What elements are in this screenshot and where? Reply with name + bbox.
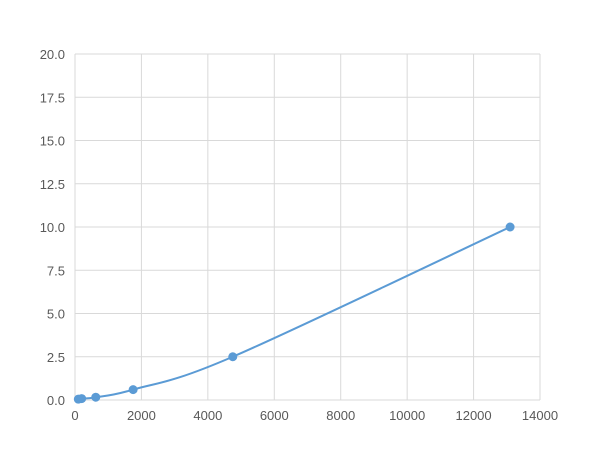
y-tick-label: 7.5 [47, 263, 65, 278]
y-tick-label: 15.0 [40, 134, 65, 149]
series [73, 222, 515, 404]
data-point [505, 222, 515, 232]
y-tick-label: 17.5 [40, 90, 65, 105]
data-point [228, 352, 238, 362]
y-tick-label: 20.0 [40, 47, 65, 62]
x-tick-label: 12000 [455, 408, 491, 423]
y-axis-ticks: 0.0 2.5 5.0 7.5 10.0 12.5 15.0 17.5 20.0 [40, 47, 65, 408]
y-tick-label: 12.5 [40, 177, 65, 192]
y-tick-label: 0.0 [47, 393, 65, 408]
y-tick-label: 2.5 [47, 350, 65, 365]
gridlines [74, 53, 541, 401]
x-tick-label: 2000 [127, 408, 156, 423]
data-point [91, 392, 101, 402]
x-axis-ticks: 0 2000 4000 6000 8000 10000 12000 14000 [71, 408, 558, 423]
y-tick-label: 10.0 [40, 220, 65, 235]
data-point [77, 394, 87, 404]
x-tick-label: 4000 [193, 408, 222, 423]
x-tick-label: 0 [71, 408, 78, 423]
x-tick-label: 14000 [522, 408, 558, 423]
x-tick-label: 10000 [389, 408, 425, 423]
x-tick-label: 6000 [260, 408, 289, 423]
y-tick-label: 5.0 [47, 307, 65, 322]
data-point [128, 385, 138, 395]
x-tick-label: 8000 [326, 408, 355, 423]
